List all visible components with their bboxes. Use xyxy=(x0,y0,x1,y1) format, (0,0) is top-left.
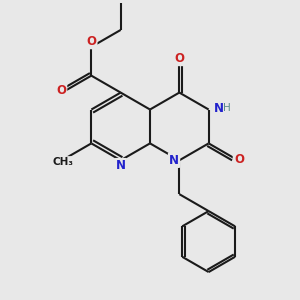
Text: O: O xyxy=(56,83,66,97)
Text: H: H xyxy=(223,103,230,113)
Text: CH₃: CH₃ xyxy=(53,157,74,167)
Text: N: N xyxy=(214,101,224,115)
Text: O: O xyxy=(86,35,96,48)
Text: N: N xyxy=(169,154,179,167)
Text: O: O xyxy=(174,52,184,65)
Text: O: O xyxy=(234,153,244,166)
Text: N: N xyxy=(116,159,126,172)
